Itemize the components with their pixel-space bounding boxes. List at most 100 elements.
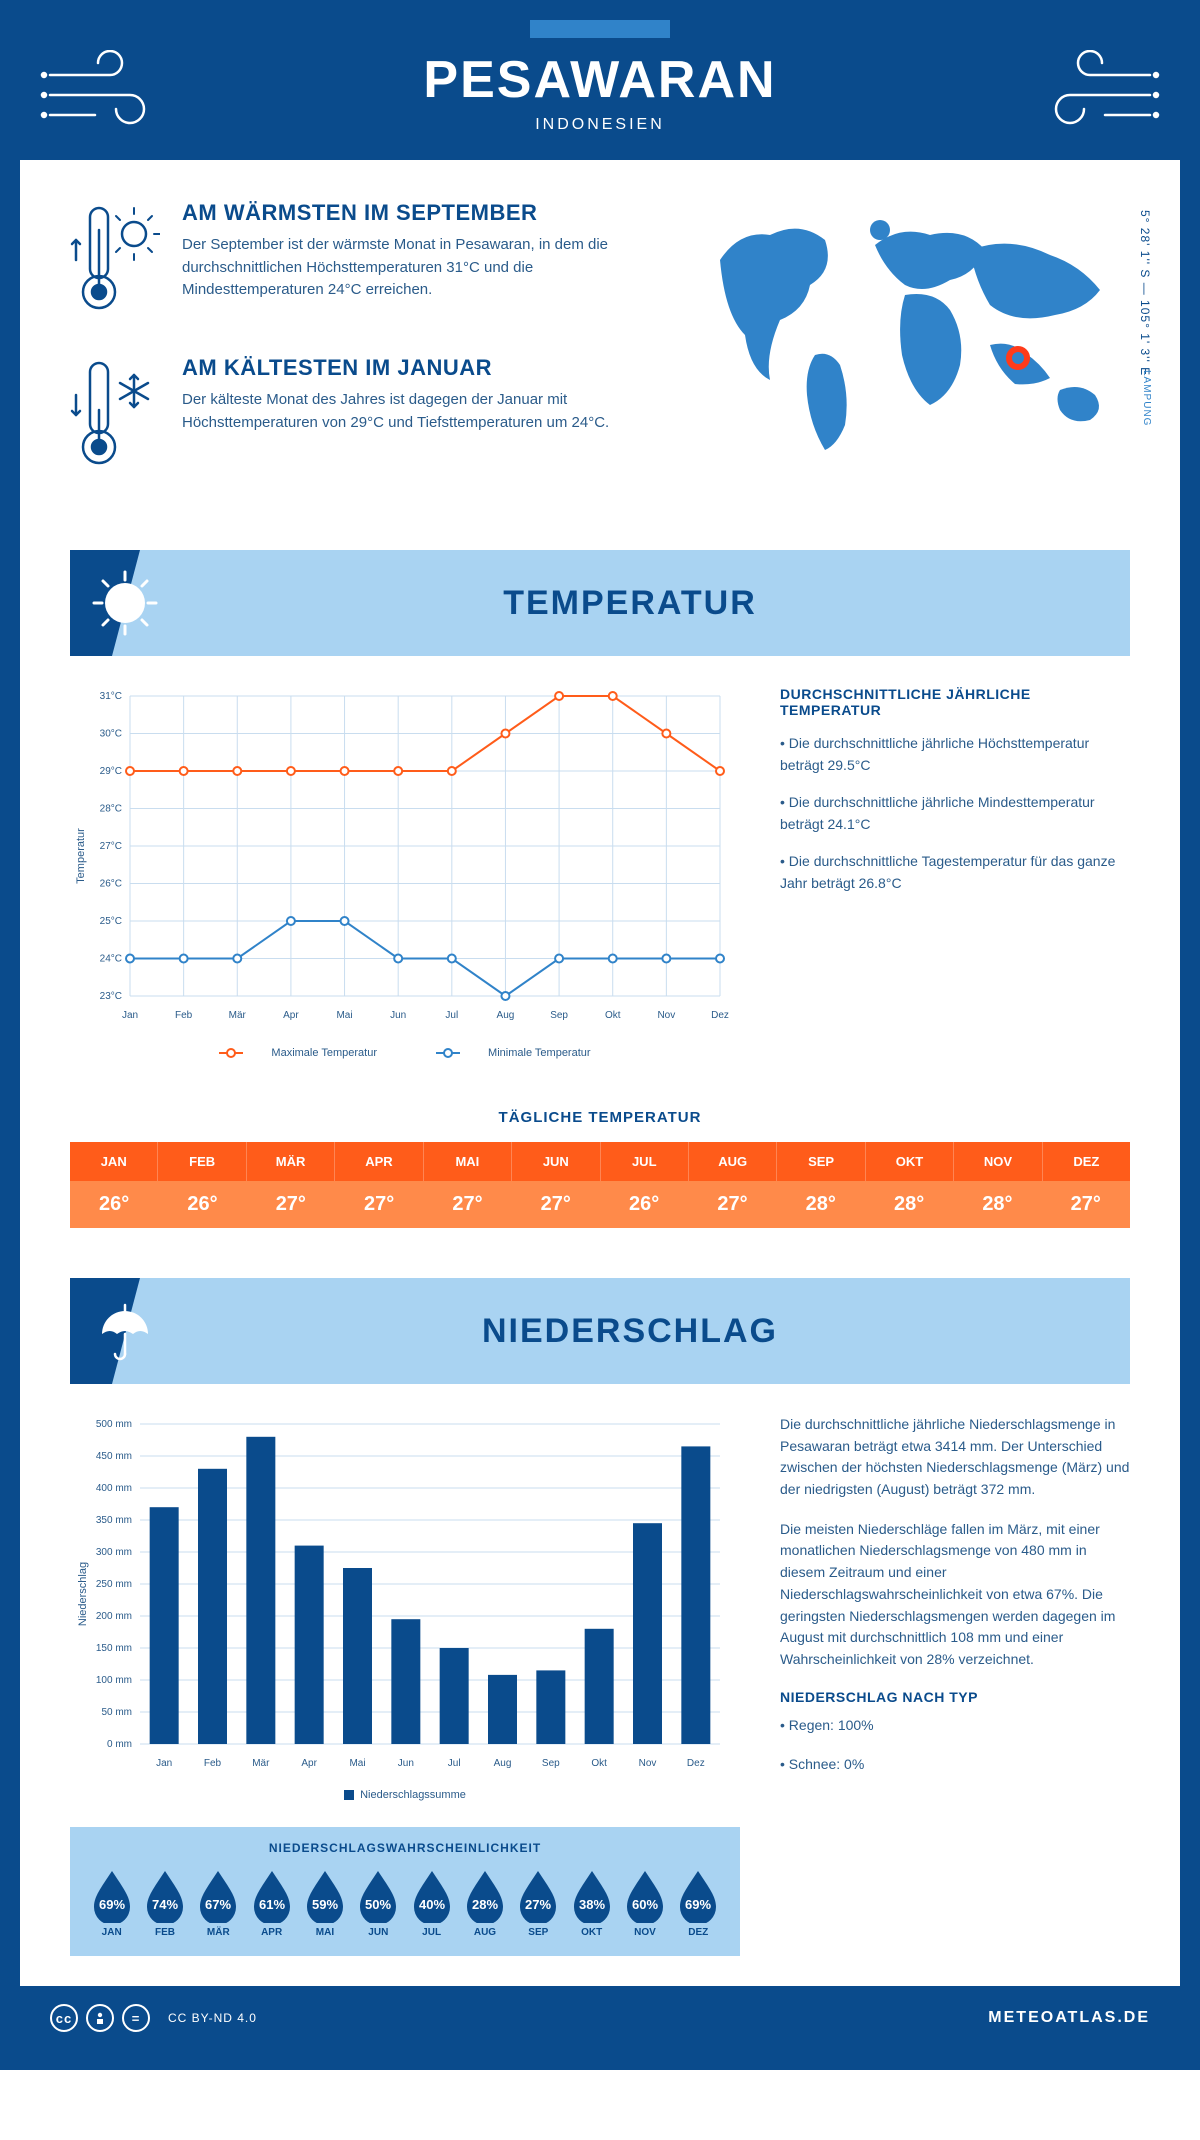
- temp-chart-legend: Maximale Temperatur Minimale Temperatur: [70, 1047, 740, 1059]
- svg-text:Sep: Sep: [542, 1758, 560, 1769]
- svg-text:28%: 28%: [472, 1897, 498, 1912]
- daily-month-header: MAI: [424, 1142, 512, 1181]
- svg-text:0 mm: 0 mm: [107, 1739, 132, 1750]
- precip-prob-drop: 27%SEP: [515, 1867, 562, 1938]
- precip-prob-drop: 50%JUN: [355, 1867, 402, 1938]
- fact-coldest: AM KÄLTESTEN IM JANUAR Der kälteste Mona…: [70, 355, 660, 480]
- daily-month-header: JAN: [70, 1142, 158, 1181]
- daily-temp-value: 28°: [777, 1181, 865, 1228]
- svg-text:Mär: Mär: [229, 1010, 247, 1021]
- fact-coldest-text: Der kälteste Monat des Jahres ist dagege…: [182, 389, 660, 434]
- svg-text:28°C: 28°C: [100, 804, 122, 815]
- temperature-banner: TEMPERATUR: [70, 550, 1130, 656]
- svg-text:24°C: 24°C: [100, 954, 122, 965]
- svg-text:Aug: Aug: [494, 1758, 512, 1769]
- temp-stats-bullet: • Die durchschnittliche jährliche Höchst…: [780, 732, 1130, 777]
- svg-text:300 mm: 300 mm: [96, 1547, 132, 1558]
- svg-text:400 mm: 400 mm: [96, 1483, 132, 1494]
- svg-text:Jun: Jun: [390, 1010, 406, 1021]
- svg-text:Jul: Jul: [448, 1758, 461, 1769]
- fact-warmest: AM WÄRMSTEN IM SEPTEMBER Der September i…: [70, 200, 660, 325]
- temperature-stats: DURCHSCHNITTLICHE JÄHRLICHE TEMPERATUR •…: [780, 686, 1130, 1059]
- wind-icon: [1030, 50, 1160, 140]
- svg-text:Jun: Jun: [398, 1758, 414, 1769]
- svg-text:40%: 40%: [419, 1897, 445, 1912]
- precip-prob-drop: 38%OKT: [568, 1867, 615, 1938]
- coordinates: 5° 28' 1'' S — 105° 1' 3'' E: [1138, 210, 1152, 376]
- precipitation-bar-chart: 0 mm50 mm100 mm150 mm200 mm250 mm300 mm3…: [70, 1414, 740, 1801]
- svg-text:Okt: Okt: [605, 1010, 621, 1021]
- svg-text:Aug: Aug: [497, 1010, 515, 1021]
- thermometer-snow-icon: [70, 355, 160, 480]
- svg-text:67%: 67%: [205, 1897, 231, 1912]
- svg-text:Temperatur: Temperatur: [75, 828, 87, 884]
- precip-prob-title: NIEDERSCHLAGSWAHRSCHEINLICHKEIT: [88, 1841, 722, 1855]
- intro-section: AM WÄRMSTEN IM SEPTEMBER Der September i…: [20, 160, 1180, 540]
- daily-month-header: AUG: [689, 1142, 777, 1181]
- sun-icon: [90, 568, 160, 638]
- svg-text:100 mm: 100 mm: [96, 1675, 132, 1686]
- svg-text:38%: 38%: [579, 1897, 605, 1912]
- svg-text:27°C: 27°C: [100, 841, 122, 852]
- daily-temp-value: 27°: [512, 1181, 600, 1228]
- precip-prob-drop: 28%AUG: [461, 1867, 508, 1938]
- license-text: CC BY-ND 4.0: [168, 2011, 257, 2025]
- temperature-line-chart: 23°C24°C25°C26°C27°C28°C29°C30°C31°CJanF…: [70, 686, 740, 1059]
- page-subtitle: INDONESIEN: [40, 116, 1160, 134]
- svg-text:23°C: 23°C: [100, 991, 122, 1002]
- daily-month-header: SEP: [777, 1142, 865, 1181]
- fact-warmest-text: Der September ist der wärmste Monat in P…: [182, 234, 660, 302]
- precip-type-line: • Schnee: 0%: [780, 1754, 1130, 1776]
- svg-text:Nov: Nov: [639, 1758, 657, 1769]
- svg-text:450 mm: 450 mm: [96, 1451, 132, 1462]
- svg-text:250 mm: 250 mm: [96, 1579, 132, 1590]
- precip-chart-legend: Niederschlagssumme: [70, 1789, 740, 1801]
- svg-text:59%: 59%: [312, 1897, 338, 1912]
- daily-month-header: JUN: [512, 1142, 600, 1181]
- svg-text:30°C: 30°C: [100, 729, 122, 740]
- svg-text:Niederschlag: Niederschlag: [77, 1562, 89, 1626]
- daily-month-header: DEZ: [1043, 1142, 1130, 1181]
- daily-temp-value: 26°: [70, 1181, 158, 1228]
- daily-temp-value: 27°: [423, 1181, 511, 1228]
- temp-stats-bullet: • Die durchschnittliche jährliche Mindes…: [780, 791, 1130, 836]
- svg-text:50%: 50%: [365, 1897, 391, 1912]
- svg-text:Dez: Dez: [687, 1758, 705, 1769]
- daily-month-header: JUL: [601, 1142, 689, 1181]
- precipitation-text: Die durchschnittliche jährliche Niedersc…: [780, 1414, 1130, 1956]
- svg-text:Feb: Feb: [175, 1010, 193, 1021]
- precip-type-heading: NIEDERSCHLAG NACH TYP: [780, 1689, 1130, 1705]
- daily-temp-table: JANFEBMÄRAPRMAIJUNJULAUGSEPOKTNOVDEZ 26°…: [70, 1142, 1130, 1228]
- svg-text:Sep: Sep: [550, 1010, 568, 1021]
- svg-text:26°C: 26°C: [100, 879, 122, 890]
- svg-text:Jan: Jan: [156, 1758, 172, 1769]
- wind-icon: [40, 50, 170, 140]
- svg-text:Jul: Jul: [445, 1010, 458, 1021]
- daily-temp-value: 27°: [688, 1181, 776, 1228]
- daily-temp-value: 26°: [158, 1181, 246, 1228]
- precipitation-title: NIEDERSCHLAG: [160, 1312, 1100, 1351]
- header-accent: [530, 20, 670, 38]
- svg-text:Mai: Mai: [349, 1758, 365, 1769]
- daily-temp-value: 27°: [335, 1181, 423, 1228]
- cc-icon: cc: [50, 2004, 78, 2032]
- svg-text:50 mm: 50 mm: [101, 1707, 132, 1718]
- umbrella-icon: [90, 1296, 160, 1366]
- daily-temp-title: TÄGLICHE TEMPERATUR: [20, 1109, 1180, 1126]
- svg-text:69%: 69%: [99, 1897, 125, 1912]
- precip-prob-drop: 74%FEB: [141, 1867, 188, 1938]
- svg-text:74%: 74%: [152, 1897, 178, 1912]
- svg-text:Nov: Nov: [657, 1010, 675, 1021]
- svg-text:31°C: 31°C: [100, 691, 122, 702]
- region-label: LAMPUNG: [1141, 370, 1152, 426]
- page-title: PESAWARAN: [40, 50, 1160, 110]
- precip-prob-drop: 69%JAN: [88, 1867, 135, 1938]
- daily-temp-value: 27°: [1042, 1181, 1130, 1228]
- svg-text:60%: 60%: [632, 1897, 658, 1912]
- svg-text:61%: 61%: [259, 1897, 285, 1912]
- daily-month-header: FEB: [158, 1142, 246, 1181]
- fact-warmest-title: AM WÄRMSTEN IM SEPTEMBER: [182, 200, 660, 226]
- svg-text:Apr: Apr: [301, 1758, 317, 1769]
- precip-prob-drop: 40%JUL: [408, 1867, 455, 1938]
- svg-text:Mai: Mai: [336, 1010, 352, 1021]
